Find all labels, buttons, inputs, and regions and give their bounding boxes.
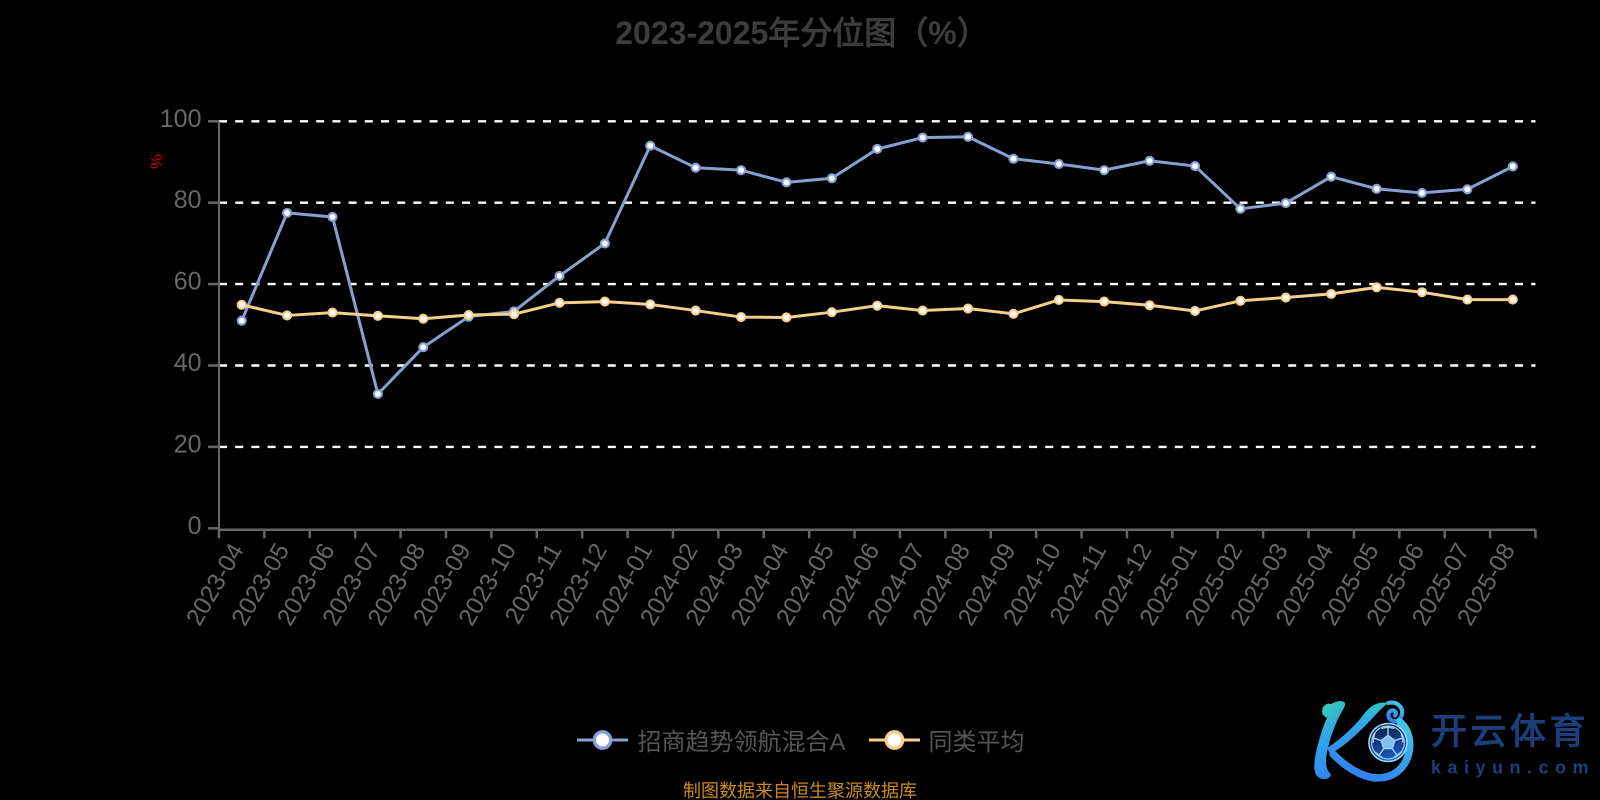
series-point-0[interactable] <box>327 211 338 222</box>
series-point-0[interactable] <box>1371 183 1382 194</box>
series-point-0[interactable] <box>1507 161 1518 172</box>
series-point-1[interactable] <box>690 305 701 316</box>
series-point-1[interactable] <box>826 307 837 318</box>
series-point-1[interactable] <box>463 309 474 321</box>
legend-marker-icon <box>868 729 920 750</box>
series-point-0[interactable] <box>1189 161 1201 172</box>
k-ball-logo <box>1314 700 1414 782</box>
series-point-0[interactable] <box>599 238 610 249</box>
series-point-0[interactable] <box>1326 171 1337 182</box>
legend: 招商趋势领航混合A 同类平均 <box>1 722 1600 757</box>
series-point-0[interactable] <box>1144 155 1155 166</box>
series-point-1[interactable] <box>554 297 565 308</box>
legend-marker-icon <box>577 729 629 750</box>
series-line-0 <box>240 135 1514 396</box>
series-point-1[interactable] <box>1189 305 1201 317</box>
y-axis-label: 100 <box>160 105 202 133</box>
series-point-1[interactable] <box>236 299 247 310</box>
series-point-1[interactable] <box>872 300 883 311</box>
series-point-1[interactable] <box>599 296 610 307</box>
series-point-1[interactable] <box>1416 287 1428 298</box>
series-point-0[interactable] <box>554 270 565 282</box>
series-point-0[interactable] <box>1235 203 1246 214</box>
series-point-0[interactable] <box>1280 198 1291 209</box>
series-point-1[interactable] <box>1235 295 1246 306</box>
series-point-0[interactable] <box>282 207 293 218</box>
series-point-1[interactable] <box>962 303 974 314</box>
series-point-0[interactable] <box>1416 187 1428 198</box>
y-axis-label: 20 <box>174 430 202 458</box>
series-point-1[interactable] <box>645 299 656 310</box>
series-point-0[interactable] <box>1462 184 1473 195</box>
chart-title: 2023-2025年分位图（%） <box>615 15 989 51</box>
watermark-logo: 开云体育 kaiyun.com <box>1314 700 1595 782</box>
data-source-note: 制图数据来自恒生聚源数据库 <box>683 781 917 800</box>
series-point-0[interactable] <box>690 162 701 173</box>
y-axis-label: 0 <box>188 512 202 540</box>
legend-item-1[interactable]: 同类平均 <box>868 722 1025 757</box>
y-axis-label: 40 <box>174 349 202 377</box>
watermark-brand: 开云体育 <box>1431 711 1589 752</box>
series-point-0[interactable] <box>872 143 883 155</box>
football-group <box>1368 722 1408 763</box>
football-pattern <box>1372 726 1404 759</box>
series-point-0[interactable] <box>1099 165 1110 176</box>
y-axis-name: % <box>147 154 166 169</box>
series-point-1[interactable] <box>1053 294 1064 306</box>
series-point-0[interactable] <box>372 388 383 400</box>
y-axis-label: 80 <box>174 186 202 214</box>
k-arm <box>1327 702 1388 754</box>
k-swirl-curl <box>1385 700 1405 724</box>
series-point-1[interactable] <box>736 312 747 323</box>
series-point-1[interactable] <box>372 310 383 321</box>
series-point-1[interactable] <box>1008 308 1019 319</box>
series-point-0[interactable] <box>1053 158 1064 170</box>
k-crescent <box>1329 718 1414 782</box>
series-point-1[interactable] <box>917 305 928 316</box>
series-point-0[interactable] <box>736 165 747 176</box>
series-point-0[interactable] <box>1008 153 1019 164</box>
series-point-0[interactable] <box>418 342 429 353</box>
series-point-1[interactable] <box>418 313 429 324</box>
watermark-domain: kaiyun.com <box>1431 758 1595 778</box>
legend-item-0[interactable]: 招商趋势领航混合A <box>577 722 846 757</box>
legend-label: 招商趋势领航混合A <box>637 729 846 756</box>
football-ring <box>1371 725 1405 760</box>
series-point-1[interactable] <box>1280 292 1291 303</box>
series-point-1[interactable] <box>1462 294 1473 305</box>
series-point-0[interactable] <box>236 315 247 326</box>
legend-label: 同类平均 <box>928 729 1025 756</box>
series-point-1[interactable] <box>1326 288 1337 299</box>
series-point-1[interactable] <box>327 307 338 318</box>
y-axis-label: 60 <box>174 268 202 296</box>
series-point-0[interactable] <box>645 140 656 151</box>
k-stem <box>1314 701 1346 780</box>
series-point-1[interactable] <box>1371 282 1382 293</box>
series-point-0[interactable] <box>917 132 928 143</box>
series-point-0[interactable] <box>781 177 792 188</box>
series-point-1[interactable] <box>282 310 293 321</box>
series-point-1[interactable] <box>781 312 792 323</box>
series-point-1[interactable] <box>1144 300 1155 311</box>
series-point-1[interactable] <box>509 309 520 320</box>
series-point-0[interactable] <box>962 131 974 142</box>
series-point-1[interactable] <box>1099 296 1110 307</box>
series-point-1[interactable] <box>1507 294 1518 305</box>
series-point-0[interactable] <box>826 173 837 184</box>
